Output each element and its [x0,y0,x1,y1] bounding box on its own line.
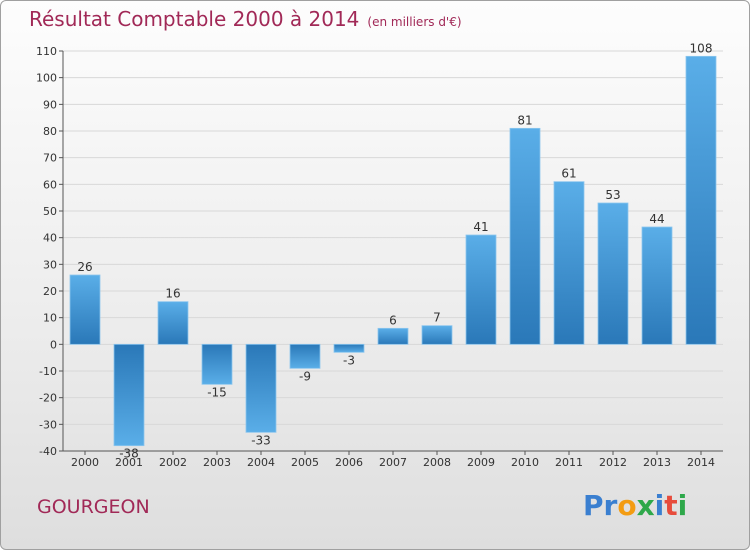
y-tick-label: 90 [43,98,57,111]
x-tick-label: 2012 [599,456,627,469]
bar-2011 [553,181,585,345]
data-label: -15 [207,385,227,399]
y-tick-label: 0 [50,338,57,351]
y-tick-label: -10 [39,365,57,378]
y-tick-label: 10 [43,312,57,325]
x-tick-label: 2013 [643,456,671,469]
chart-title: Résultat Comptable 2000 à 2014 (en millie… [29,7,462,31]
bar-2001 [113,343,145,447]
data-label: 6 [389,313,397,327]
commune-name: GOURGEON [37,496,150,518]
bar-2009 [465,234,497,345]
x-tick-label: 2014 [687,456,715,469]
x-tick-label: 2009 [467,456,495,469]
bar-2008 [421,325,453,345]
y-tick-label: -40 [39,445,57,458]
data-label: -9 [299,369,311,383]
x-tick-label: 2010 [511,456,539,469]
x-tick-label: 2004 [247,456,275,469]
proxiti-logo: Proxiti [583,489,688,522]
x-tick-label: 2001 [115,456,143,469]
x-tick-label: 2007 [379,456,407,469]
bar-2014 [685,55,717,345]
data-label: 108 [690,41,713,55]
x-tick-label: 2006 [335,456,363,469]
y-tick-label: 100 [36,72,57,85]
data-label: 7 [433,311,441,325]
data-label: 26 [77,260,92,274]
y-tick-label: 110 [36,45,57,58]
data-label: -3 [343,353,355,367]
y-tick-label: 70 [43,152,57,165]
bar-2010 [509,127,541,345]
bar-2002 [157,301,189,345]
x-tick-label: 2005 [291,456,319,469]
bar-2013 [641,226,673,345]
data-label: 16 [165,287,180,301]
y-tick-label: -30 [39,418,57,431]
x-tick-label: 2003 [203,456,231,469]
y-tick-label: 40 [43,232,57,245]
data-label: 41 [473,220,488,234]
chart-subtitle: (en milliers d'€) [367,15,462,29]
bar-2012 [597,202,629,345]
y-tick-label: 20 [43,285,57,298]
y-tick-label: 60 [43,178,57,191]
data-label: 53 [605,188,620,202]
data-label: 81 [517,113,532,127]
y-tick-label: 50 [43,205,57,218]
bar-2007 [377,327,409,345]
bar-2003 [201,343,233,385]
y-tick-label: 80 [43,125,57,138]
data-label: -33 [251,433,271,447]
bar-2000 [69,274,101,345]
y-tick-label: -20 [39,392,57,405]
bar-2005 [289,343,321,369]
x-tick-label: 2002 [159,456,187,469]
bar-2004 [245,343,277,433]
x-tick-label: 2000 [71,456,99,469]
x-tick-label: 2008 [423,456,451,469]
y-tick-label: 30 [43,258,57,271]
data-label: 61 [561,167,576,181]
x-tick-label: 2011 [555,456,583,469]
data-label: 44 [649,212,664,226]
bar-2006 [333,343,365,353]
